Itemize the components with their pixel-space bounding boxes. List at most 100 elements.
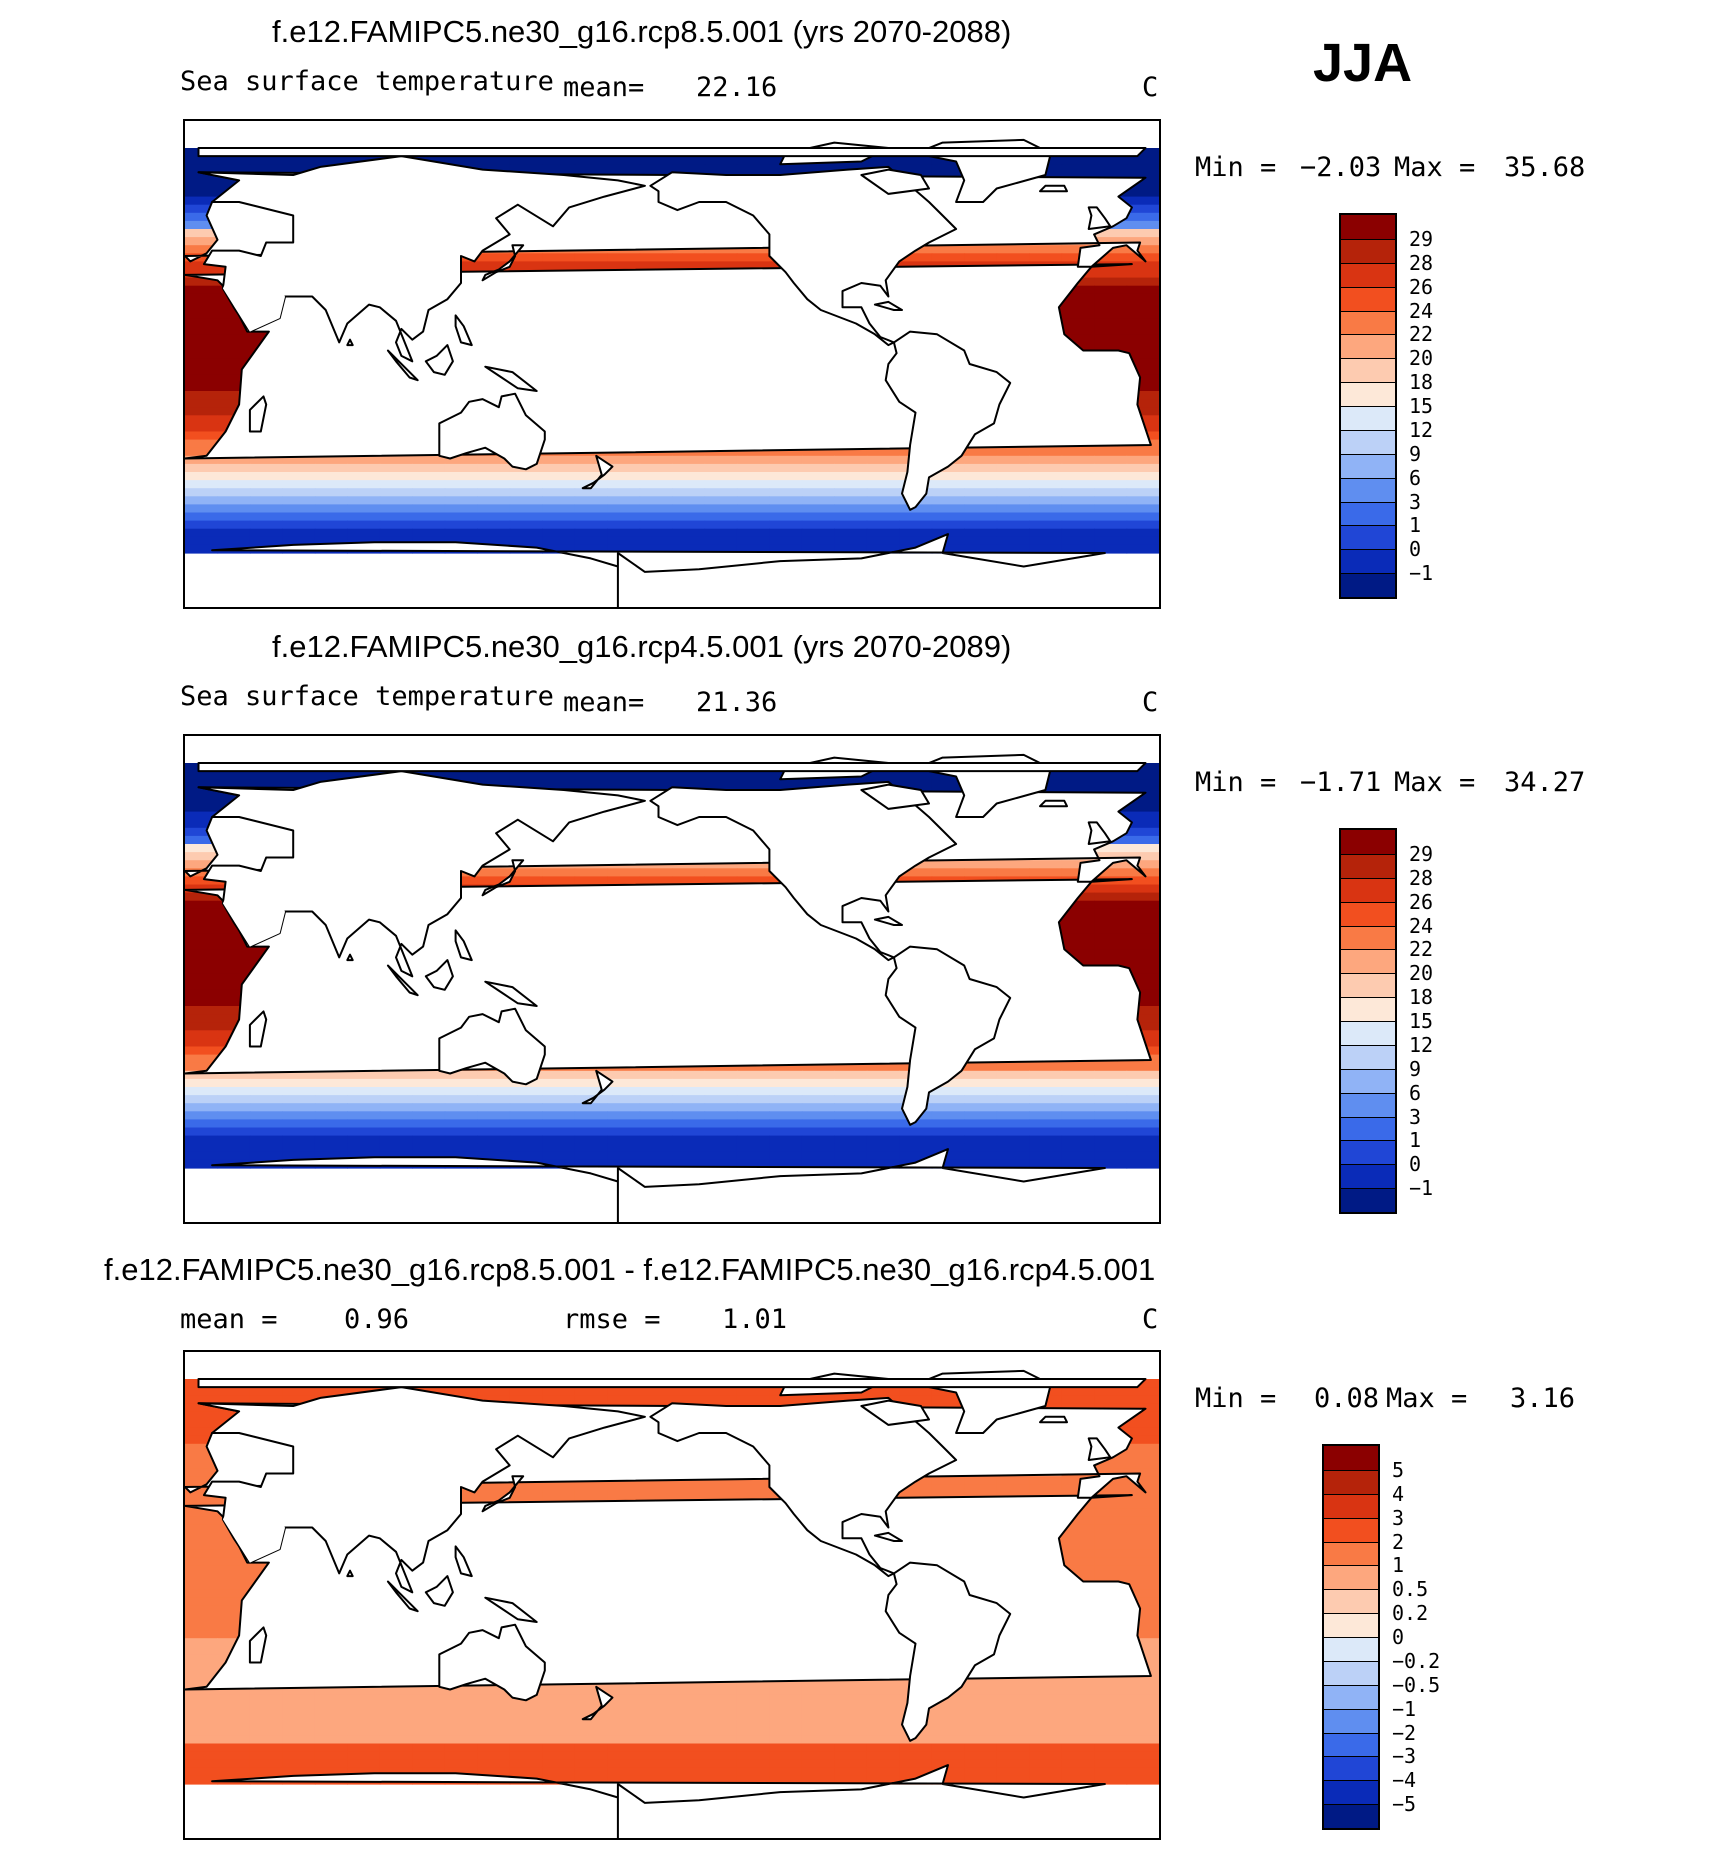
- colorbar-tick-label: 5: [1392, 1457, 1405, 1482]
- panel1-units: C: [1142, 72, 1159, 103]
- land-indonesia1: [386, 964, 419, 997]
- colorbar-tick-label: 22: [1409, 322, 1434, 347]
- panel3-min-label: Min =: [1195, 1383, 1277, 1414]
- colorbar-box: [1341, 262, 1395, 287]
- colorbar-tick-label: 26: [1409, 274, 1434, 299]
- land-australia: [438, 1623, 546, 1702]
- colorbar-tick-label: −3: [1392, 1744, 1417, 1769]
- land-cuba: [873, 1531, 903, 1542]
- land-nz: [581, 1685, 614, 1721]
- colorbar-tick-label: 28: [1409, 865, 1434, 890]
- panel3-max-label: Max =: [1386, 1383, 1468, 1414]
- land-srilanka: [346, 953, 354, 962]
- colorbar-tick-label: 20: [1409, 346, 1434, 371]
- colorbar-box: [1341, 382, 1395, 406]
- colorbar-box: [1324, 1684, 1378, 1709]
- land-svalbard: [197, 762, 1147, 773]
- land-antarctica: [211, 533, 1106, 607]
- colorbar-tick-label: −2: [1392, 1720, 1417, 1745]
- colorbar-tick-label: 3: [1409, 1104, 1422, 1129]
- colorbar-box: [1324, 1613, 1378, 1637]
- land-nz: [581, 1069, 614, 1105]
- colorbar-box: [1324, 1589, 1378, 1614]
- colorbar-box: [1341, 1164, 1395, 1189]
- panel2-colorbar: [1339, 828, 1397, 1214]
- colorbar-box: [1341, 1140, 1395, 1165]
- colorbar-box: [1341, 525, 1395, 550]
- land-uk: [1087, 206, 1112, 230]
- colorbar-tick-label: 6: [1409, 1080, 1422, 1105]
- land-iceland: [1039, 1415, 1068, 1424]
- colorbar-tick-label: 1: [1392, 1553, 1405, 1578]
- land-newguinea: [484, 980, 538, 1007]
- land-borneo: [424, 344, 454, 376]
- panel2-mean-value: 21.36: [696, 687, 778, 718]
- panel1-max-value: 35.68: [1504, 152, 1586, 183]
- land-baffin: [860, 168, 930, 195]
- season-label: JJA: [1313, 33, 1413, 93]
- colorbar-box: [1341, 1068, 1395, 1093]
- colorbar-tick-label: 2: [1392, 1529, 1405, 1554]
- colorbar-box: [1324, 1804, 1378, 1828]
- land-n_america: [649, 780, 958, 962]
- colorbar-tick-label: 0.5: [1392, 1577, 1429, 1602]
- panel2-units: C: [1142, 687, 1159, 718]
- land-n_america: [649, 1396, 958, 1578]
- land-madagascar: [248, 1626, 268, 1664]
- land-arabia_fill: [222, 892, 286, 947]
- colorbar-box: [1341, 949, 1395, 974]
- colorbar-box: [1341, 310, 1395, 335]
- colorbar-box: [1341, 1044, 1395, 1069]
- land-cuba: [873, 915, 903, 926]
- panel3-mean-label: mean =: [180, 1304, 278, 1335]
- land-iceland: [1039, 184, 1068, 193]
- colorbar-box: [1341, 853, 1395, 878]
- colorbar-tick-label: 3: [1409, 489, 1422, 514]
- panel1-max-label: Max =: [1394, 152, 1476, 183]
- land-n_america: [649, 165, 958, 347]
- colorbar-box: [1324, 1541, 1378, 1566]
- colorbar-tick-label: 22: [1409, 937, 1434, 962]
- land-australia: [438, 1007, 546, 1086]
- colorbar-box: [1341, 358, 1395, 383]
- colorbar-tick-label: −0.2: [1392, 1648, 1441, 1673]
- panel3-min-value: 0.08: [1314, 1383, 1380, 1414]
- land-nz: [581, 454, 614, 490]
- panel1-title: f.e12.FAMIPC5.ne30_g16.rcp8.5.001 (yrs 2…: [272, 14, 1012, 49]
- land-australia: [438, 392, 546, 471]
- land-japan: [481, 244, 525, 282]
- colorbar-tick-label: 12: [1409, 1032, 1434, 1057]
- colorbar-box: [1324, 1708, 1378, 1733]
- colorbar-box: [1324, 1756, 1378, 1781]
- panel3-max-value: 3.16: [1510, 1383, 1576, 1414]
- panel1-min-label: Min =: [1195, 152, 1277, 183]
- land-indonesia1: [386, 349, 419, 382]
- colorbar-tick-label: −4: [1392, 1768, 1417, 1793]
- colorbar-box: [1324, 1469, 1378, 1494]
- land-arabia_fill: [222, 1508, 286, 1563]
- land-asia: [197, 1386, 646, 1594]
- panel3-units: C: [1142, 1304, 1159, 1335]
- colorbar-box: [1341, 286, 1395, 311]
- colorbar-box: [1324, 1732, 1378, 1757]
- colorbar-tick-label: 15: [1409, 1009, 1434, 1033]
- colorbar-box: [1341, 1188, 1395, 1212]
- colorbar-tick-label: 29: [1409, 226, 1434, 251]
- colorbar-tick-label: 24: [1409, 298, 1434, 323]
- map-canvas: [185, 753, 1159, 1222]
- panel1-mean-label: mean=: [563, 72, 645, 103]
- panel2-mean-label: mean=: [563, 687, 645, 718]
- colorbar-tick-label: 6: [1409, 465, 1422, 490]
- colorbar-box: [1324, 1493, 1378, 1518]
- panel2-variable: Sea surface temperature: [180, 681, 554, 712]
- land-baffin: [860, 783, 930, 810]
- land-asia: [197, 770, 646, 978]
- colorbar-box: [1341, 429, 1395, 454]
- colorbar-tick-label: 4: [1392, 1481, 1405, 1506]
- colorbar-box: [1341, 453, 1395, 478]
- colorbar-box: [1341, 1021, 1395, 1045]
- panel3-rmse-label: rmse =: [563, 1304, 661, 1335]
- land-s_america: [884, 945, 1012, 1126]
- colorbar-box: [1341, 877, 1395, 902]
- land-madagascar: [248, 1010, 268, 1048]
